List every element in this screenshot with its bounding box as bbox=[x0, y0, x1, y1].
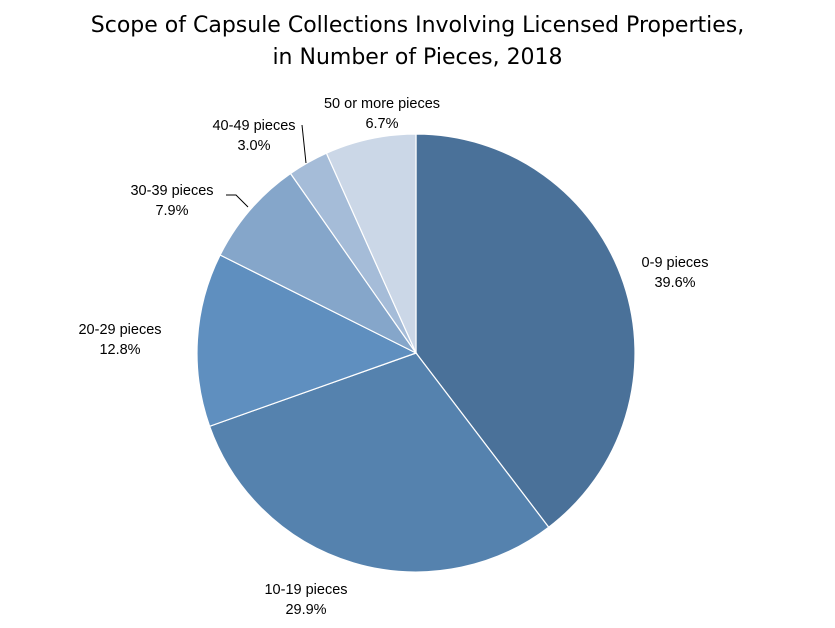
chart-title: Scope of Capsule Collections Involving L… bbox=[0, 10, 835, 74]
chart-title-line-1: Scope of Capsule Collections Involving L… bbox=[90, 13, 745, 38]
slice-value-label: 3.0% bbox=[237, 138, 270, 154]
pie-slice-20-29-pieces bbox=[196, 254, 418, 428]
slice-value-label: 39.6% bbox=[654, 275, 695, 291]
chart-title-line-2: in Number of Pieces, 2018 bbox=[272, 45, 563, 70]
pie-slice-50-or-more-pieces bbox=[325, 133, 417, 354]
slice-label: 0-9 pieces bbox=[642, 255, 709, 271]
slice-value-label: 7.9% bbox=[155, 203, 188, 219]
slice-value-label: 29.9% bbox=[285, 602, 326, 618]
slice-labels: 0-9 pieces 39.6% 10-19 pieces 29.9% 20-29 pi… bbox=[78, 96, 708, 618]
slice-label: 10-19 pieces bbox=[264, 582, 347, 598]
slice-value-label: 6.7% bbox=[365, 116, 398, 132]
slice-label: 20-29 pieces bbox=[78, 322, 161, 338]
slice-value-label: 12.8% bbox=[99, 342, 140, 358]
pie-slices bbox=[196, 133, 636, 573]
slice-label: 30-39 pieces bbox=[130, 183, 213, 199]
pie-slice-30-39-pieces bbox=[219, 172, 417, 354]
leader-lines bbox=[226, 124, 307, 208]
leader-line bbox=[226, 194, 249, 208]
slice-label: 50 or more pieces bbox=[324, 96, 440, 112]
leader-line bbox=[301, 124, 307, 164]
pie-slice-0-9-pieces bbox=[415, 133, 636, 529]
pie-slice-10-19-pieces bbox=[208, 352, 550, 573]
slice-label: 40-49 pieces bbox=[212, 118, 295, 134]
